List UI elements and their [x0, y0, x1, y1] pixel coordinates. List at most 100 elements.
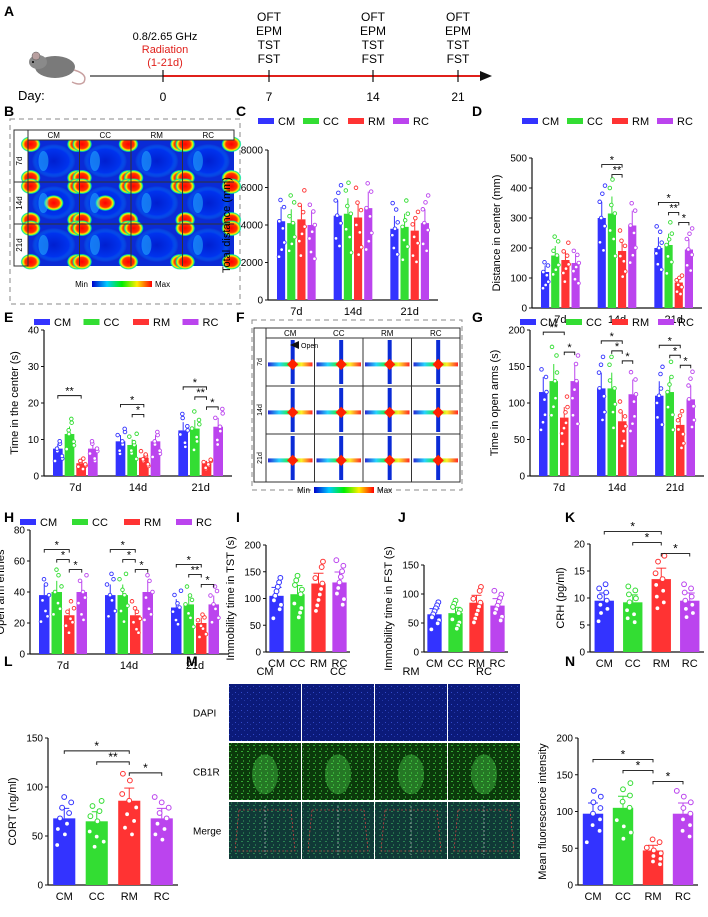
significance-marker: *	[682, 212, 687, 224]
micro-tile	[302, 684, 374, 741]
chart-i: I 0 50 100 150 200 Immobility time in TST (s) C…	[225, 509, 350, 670]
data-point	[643, 844, 650, 851]
data-point	[63, 623, 69, 628]
data-point	[196, 417, 202, 423]
maze-center	[432, 406, 444, 419]
data-point	[336, 579, 343, 586]
data-point	[337, 243, 342, 249]
micro-row-label: CB1R	[193, 768, 220, 779]
heatmap-trail	[38, 193, 49, 213]
data-point	[574, 378, 579, 384]
data-point	[566, 262, 571, 267]
data-point	[318, 564, 325, 570]
data-point	[675, 418, 681, 423]
data-point	[91, 843, 98, 850]
heatmap-trail	[141, 235, 152, 255]
y-tick-label: 40	[28, 326, 40, 337]
bar-rm	[139, 457, 149, 476]
data-point	[150, 454, 155, 460]
x-tick-label: RC	[332, 658, 348, 670]
panel-label-d: D	[472, 103, 482, 119]
heatmap-trail	[38, 151, 49, 171]
data-point	[270, 615, 277, 622]
data-point	[152, 439, 157, 444]
data-point	[626, 804, 633, 811]
significance-marker: **	[669, 202, 678, 214]
data-point	[122, 426, 127, 432]
bar-rm	[130, 615, 141, 654]
bar-rc	[88, 448, 98, 476]
significance-marker: **	[108, 750, 118, 764]
heatmap-trail	[141, 193, 152, 213]
data-point	[565, 404, 570, 410]
data-point	[596, 827, 603, 834]
legend-swatch-cm	[258, 118, 274, 124]
data-point	[659, 240, 664, 245]
data-point	[679, 284, 684, 290]
data-point	[94, 446, 100, 451]
data-point	[117, 448, 122, 453]
significance-marker: *	[121, 540, 126, 552]
data-point	[549, 413, 554, 418]
data-point	[195, 617, 201, 623]
data-point	[627, 829, 634, 836]
data-point	[66, 427, 71, 433]
data-point	[413, 215, 418, 221]
maze-center	[335, 454, 347, 467]
x-tick-label: 7d	[69, 482, 81, 494]
heatmap-trail	[38, 235, 49, 255]
data-point	[476, 587, 483, 594]
significance-bracket	[622, 769, 654, 774]
significance-marker: *	[193, 377, 198, 389]
data-point	[131, 818, 138, 824]
data-point	[70, 619, 75, 625]
micro-region-outline	[234, 809, 296, 852]
bar-cc	[343, 213, 352, 300]
data-point	[689, 424, 695, 430]
test-label-tst: TST	[258, 38, 281, 52]
data-point	[145, 462, 151, 467]
data-point	[652, 570, 659, 577]
data-point	[668, 359, 674, 365]
maze-col-label: RM	[381, 329, 394, 338]
data-point	[62, 831, 68, 838]
data-point	[87, 813, 94, 820]
data-point	[354, 222, 359, 228]
maze-col-label: RC	[430, 329, 442, 338]
panel-f-maze: F CM CC RM RC 7d 14d 21d Open Min Max	[236, 309, 463, 495]
data-point	[320, 558, 326, 565]
data-point	[658, 371, 663, 377]
y-tick-label: 0	[257, 296, 263, 307]
significance-bracket	[206, 406, 219, 410]
data-point	[665, 404, 671, 410]
data-point	[410, 222, 415, 227]
data-point	[600, 191, 605, 196]
maze-row-label: 21d	[257, 452, 264, 464]
significance-bracket	[128, 772, 163, 776]
data-point	[543, 374, 549, 380]
data-point	[597, 199, 602, 205]
data-point	[334, 590, 340, 597]
data-point	[68, 616, 73, 621]
data-point	[677, 413, 683, 418]
data-point	[630, 421, 635, 426]
data-point	[681, 581, 687, 588]
data-point	[318, 586, 324, 592]
chart-n: N 0 50 100 150 200 Mean fluorescence intensity…	[537, 653, 698, 903]
heatmap-hotspot	[175, 253, 196, 270]
data-point	[554, 253, 560, 258]
significance-marker: *	[567, 342, 572, 354]
bar-cc	[287, 223, 296, 300]
data-point	[688, 585, 694, 592]
data-point	[595, 618, 602, 625]
y-tick-label: 50	[562, 844, 574, 855]
data-point	[287, 213, 292, 219]
x-tick-label: 14d	[608, 482, 626, 494]
x-tick-label: CM	[56, 891, 73, 903]
data-point	[411, 234, 417, 240]
bar-cc	[190, 428, 200, 476]
data-point	[307, 236, 312, 241]
data-point	[143, 595, 149, 600]
data-point	[314, 602, 321, 609]
x-tick-label: CC	[448, 658, 464, 670]
